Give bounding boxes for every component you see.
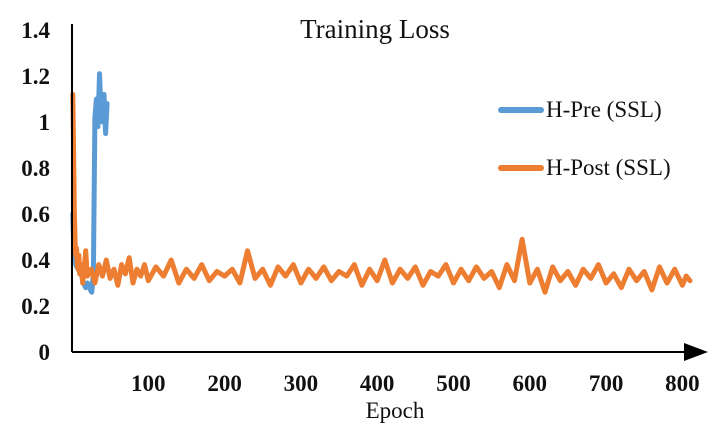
legend-item-h-post: H-Post (SSL)	[498, 153, 671, 183]
x-tick-label: 300	[284, 371, 319, 396]
y-tick-label: 1	[39, 110, 51, 135]
y-tick-label: 0.8	[21, 156, 50, 181]
legend-swatch-h-post	[498, 165, 544, 171]
y-tick-label: 1.4	[21, 18, 50, 43]
x-tick-label: 400	[360, 371, 395, 396]
x-tick-label: 700	[589, 371, 624, 396]
x-tick-label: 200	[207, 371, 242, 396]
y-tick-label: 0.2	[21, 294, 50, 319]
y-tick-label: 0.6	[21, 202, 50, 227]
x-axis-arrow	[684, 343, 708, 361]
x-tick-label: 100	[131, 371, 166, 396]
chart-title: Training Loss	[300, 14, 450, 44]
series-line-h-post-ssl	[70, 91, 693, 295]
legend-swatch-h-pre	[498, 107, 544, 113]
y-tick-label: 1.2	[21, 64, 50, 89]
y-tick-label: 0	[39, 340, 51, 365]
x-tick-label: 600	[513, 371, 548, 396]
axes-layer	[71, 24, 708, 361]
x-axis-label: Epoch	[365, 398, 425, 423]
x-tick-label: 800	[665, 371, 700, 396]
y-tick-label: 0.4	[21, 248, 50, 273]
x-tick-label: 500	[436, 371, 471, 396]
legend-label-h-pre: H-Pre (SSL)	[546, 97, 662, 122]
y-tick-layer: 0 0.2 0.4 0.6 0.8 1 1.2 1.4	[21, 18, 50, 365]
x-tick-layer: 100 200 300 400 500 600 700 800	[131, 371, 700, 396]
legend-label-h-post: H-Post (SSL)	[546, 155, 671, 180]
legend-item-h-pre: H-Pre (SSL)	[498, 95, 662, 125]
series-layer	[70, 71, 693, 295]
